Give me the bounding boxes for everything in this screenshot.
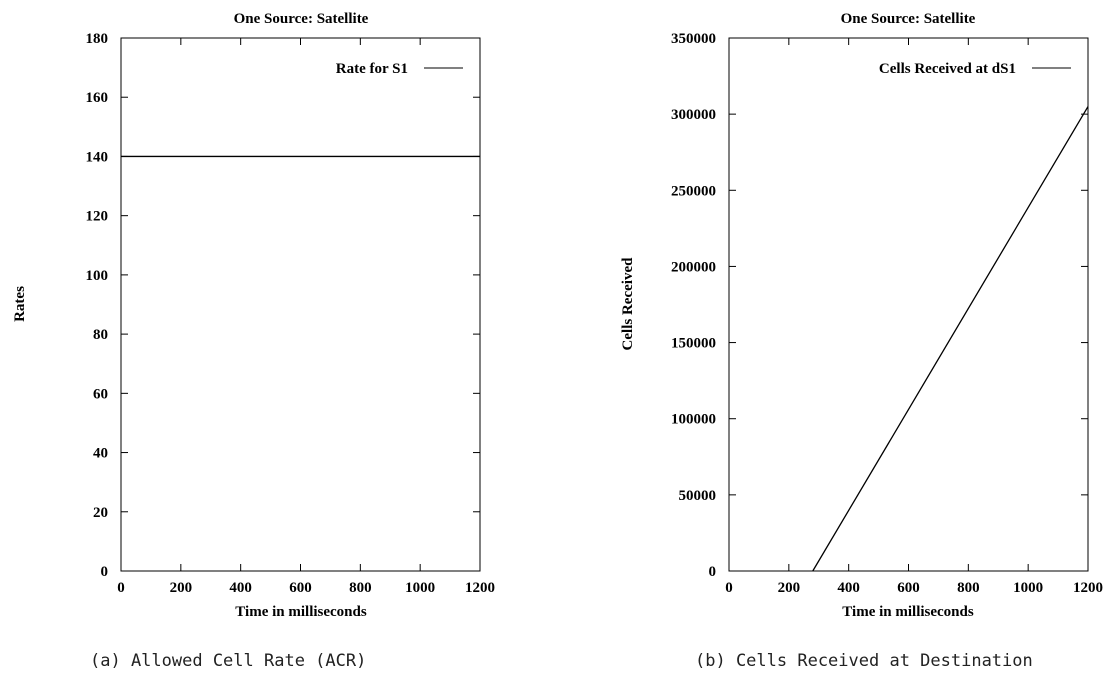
chart-b-ytick: 50000 (679, 488, 1088, 504)
xtick-label: 1200 (1073, 580, 1103, 596)
chart-b-xtick: 1000 (1013, 38, 1043, 596)
chart-b-ytick: 0 (709, 564, 1088, 580)
chart-a-ytick: 20 (93, 505, 480, 521)
ytick-label: 20 (93, 505, 108, 521)
chart-a-ytick: 0 (101, 564, 480, 580)
chart-b-caption: (b) Cells Received at Destination (695, 651, 1033, 671)
xtick-label: 1000 (1013, 580, 1043, 596)
chart-a-ytick: 100 (86, 268, 480, 284)
ytick-label: 200000 (671, 259, 716, 275)
ytick-label: 180 (86, 31, 109, 47)
xtick-label: 800 (957, 580, 980, 596)
chart-a-xtick: 200 (170, 38, 193, 596)
chart-b-ytick: 100000 (671, 412, 1088, 428)
xtick-label: 200 (170, 580, 193, 596)
chart-a-xtick: 0 (117, 38, 125, 596)
ytick-label: 100 (86, 268, 109, 284)
xtick-label: 600 (289, 580, 312, 596)
ytick-label: 300000 (671, 107, 716, 123)
ytick-label: 60 (93, 386, 108, 402)
chart-b-ytick: 250000 (671, 183, 1088, 199)
ytick-label: 100000 (671, 412, 716, 428)
chart-b-xtick: 0 (725, 38, 733, 596)
chart-a-title: One Source: Satellite (234, 11, 369, 27)
chart-a-ytick: 60 (93, 386, 480, 402)
chart-b-xtick: 400 (837, 38, 860, 596)
chart-b-xtick: 800 (957, 38, 980, 596)
ytick-label: 250000 (671, 183, 716, 199)
ytick-label: 80 (93, 327, 108, 343)
chart-b-x-ticks: 0 200 400 600 800 1000 1200 (725, 38, 1103, 596)
xtick-label: 400 (837, 580, 860, 596)
ytick-label: 50000 (679, 488, 717, 504)
chart-b-ylabel: Cells Received (620, 257, 636, 351)
chart-a-legend-label: Rate for S1 (336, 61, 408, 77)
chart-a-xtick: 1000 (405, 38, 435, 596)
ytick-label: 350000 (671, 31, 716, 47)
ytick-label: 140 (86, 149, 109, 165)
xtick-label: 800 (349, 580, 372, 596)
chart-b-plot-frame (728, 37, 1089, 572)
chart-a-plot-frame (120, 37, 481, 572)
chart-b-xtick: 1200 (1073, 38, 1103, 596)
ytick-label: 40 (93, 446, 108, 462)
chart-b-legend-label: Cells Received at dS1 (879, 61, 1016, 77)
chart-a-x-ticks: 0 200 400 600 800 1000 1200 (117, 38, 495, 596)
ytick-label: 150000 (671, 336, 716, 352)
chart-a-xtick: 1200 (465, 38, 495, 596)
chart-a-ytick: 140 (86, 149, 480, 165)
chart-a-xtick: 400 (229, 38, 252, 596)
chart-b-series-line-0 (812, 106, 1089, 572)
chart-a-ytick: 160 (86, 90, 480, 106)
chart-a-ylabel: Rates (12, 286, 28, 322)
chart-a-y-ticks: 0 20 40 60 80 100 120 140 160 180 (86, 31, 480, 580)
xtick-label: 0 (725, 580, 733, 596)
chart-b-ytick: 150000 (671, 336, 1088, 352)
chart-b-xtick: 600 (897, 38, 920, 596)
xtick-label: 0 (117, 580, 125, 596)
chart-a-xtick: 800 (349, 38, 372, 596)
xtick-label: 600 (897, 580, 920, 596)
chart-a-ytick: 40 (93, 446, 480, 462)
xtick-label: 200 (778, 580, 801, 596)
chart-a-ytick: 80 (93, 327, 480, 343)
chart-a-ytick: 180 (86, 31, 480, 47)
chart-a-xtick: 600 (289, 38, 312, 596)
chart-b-xlabel: Time in milliseconds (842, 604, 974, 620)
ytick-label: 0 (101, 564, 109, 580)
chart-a-xlabel: Time in milliseconds (235, 604, 367, 620)
chart-a: One Source: Satellite 0 20 40 60 80 100 120 140… (12, 11, 495, 620)
xtick-label: 1200 (465, 580, 495, 596)
chart-b-title: One Source: Satellite (841, 11, 976, 27)
chart-a-ytick: 120 (86, 209, 480, 225)
xtick-label: 1000 (405, 580, 435, 596)
chart-b-ytick: 350000 (671, 31, 1088, 47)
ytick-label: 160 (86, 90, 109, 106)
chart-b: One Source: Satellite 0 50000 100000 150000… (620, 11, 1103, 620)
chart-a-caption: (a) Allowed Cell Rate (ACR) (90, 651, 367, 671)
ytick-label: 120 (86, 209, 109, 225)
chart-b-series (812, 106, 1089, 572)
chart-b-xtick: 200 (778, 38, 801, 596)
chart-b-ytick: 300000 (671, 107, 1088, 123)
xtick-label: 400 (229, 580, 252, 596)
ytick-label: 0 (709, 564, 717, 580)
chart-b-y-ticks: 0 50000 100000 150000 200000 250000 300000 3500… (671, 31, 1088, 580)
chart-b-ytick: 200000 (671, 259, 1088, 275)
